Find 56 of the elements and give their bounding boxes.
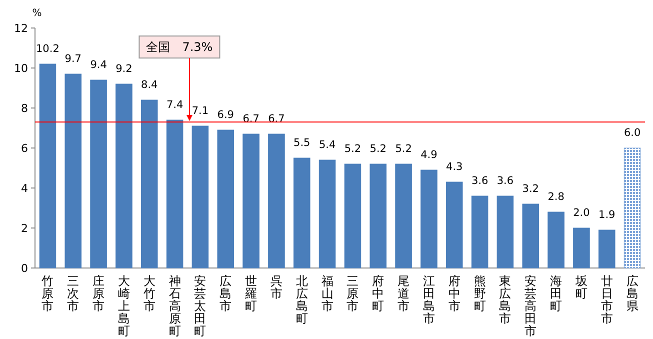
data-label: 5.2 <box>395 143 412 155</box>
data-label: 6.9 <box>217 109 234 121</box>
x-tick-label: 廿日市市 <box>600 274 613 326</box>
data-label: 4.9 <box>420 149 438 161</box>
data-label: 5.2 <box>370 143 386 155</box>
x-tick-label: 広島県 <box>626 274 638 313</box>
x-tick-label: 安芸太田町 <box>194 274 206 338</box>
data-label: 10.2 <box>36 43 60 55</box>
ref-line-label: 全国 7.3% <box>146 40 213 54</box>
data-label: 6.0 <box>624 127 641 139</box>
x-tick-label: 広島市 <box>220 274 232 313</box>
data-label: 5.4 <box>318 139 336 151</box>
x-tick-label: 神石高原町 <box>168 274 181 338</box>
y-axis-title: % <box>32 8 42 19</box>
y-tick-label: 4 <box>21 182 28 195</box>
x-tick-label: 江田島市 <box>422 274 435 326</box>
x-tick-label: 大竹市 <box>143 274 156 313</box>
data-label: 7.4 <box>166 99 184 111</box>
data-label: 5.5 <box>294 137 310 149</box>
x-tick-label: 海田町 <box>550 274 562 313</box>
data-label: 9.2 <box>116 63 132 75</box>
data-label: 3.6 <box>471 175 488 187</box>
y-tick-label: 2 <box>21 222 28 235</box>
data-label: 9.7 <box>64 53 82 65</box>
data-label: 3.2 <box>522 183 539 195</box>
x-tick-label: 竹原市 <box>42 274 54 313</box>
data-label: 1.9 <box>598 209 616 221</box>
x-tick-label: 府中市 <box>448 274 460 313</box>
x-tick-label: 北広島町 <box>296 274 308 326</box>
data-label: 2.0 <box>573 207 590 219</box>
y-tick-label: 8 <box>21 102 28 115</box>
x-tick-label: 大崎上島町 <box>118 274 130 338</box>
data-label: 7.1 <box>192 105 209 117</box>
ref-label: 全国 7.3% <box>138 36 220 58</box>
x-tick-label: 三次市 <box>67 274 80 313</box>
x-tick-label: 福山市 <box>321 274 334 313</box>
x-tick-label: 東広島市 <box>499 274 512 326</box>
data-label: 9.4 <box>90 59 108 71</box>
x-tick-label: 熊野町 <box>474 274 486 313</box>
data-label: 8.4 <box>141 79 158 91</box>
data-label: 4.3 <box>446 161 463 173</box>
x-tick-label: 府中町 <box>372 274 384 313</box>
y-tick-label: 0 <box>21 262 28 275</box>
x-tick-label: 安芸高田市 <box>524 274 537 338</box>
x-tick-label: 尾道市 <box>398 274 410 313</box>
data-label: 5.2 <box>344 143 362 155</box>
x-tick-label: 呉市 <box>270 274 282 300</box>
y-tick-label: 12 <box>14 22 28 35</box>
y-tick-label: 10 <box>14 62 28 75</box>
data-label: 3.6 <box>496 175 514 187</box>
y-tick-label: 6 <box>21 142 28 155</box>
x-tick-label: 庄原市 <box>92 274 105 313</box>
x-tick-label: 坂町 <box>574 274 588 300</box>
x-tick-label: 世羅町 <box>245 274 258 313</box>
data-label: 2.8 <box>548 191 564 203</box>
x-tick-label: 三原市 <box>346 274 359 313</box>
